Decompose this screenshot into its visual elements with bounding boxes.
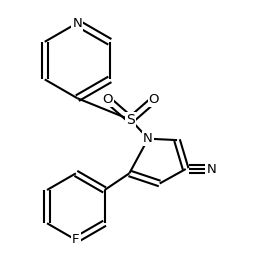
Text: S: S: [126, 113, 135, 127]
Text: F: F: [72, 233, 79, 246]
Text: N: N: [143, 132, 153, 145]
Text: N: N: [207, 162, 217, 176]
Text: O: O: [149, 93, 159, 106]
Text: N: N: [72, 17, 82, 30]
Text: O: O: [102, 93, 113, 106]
